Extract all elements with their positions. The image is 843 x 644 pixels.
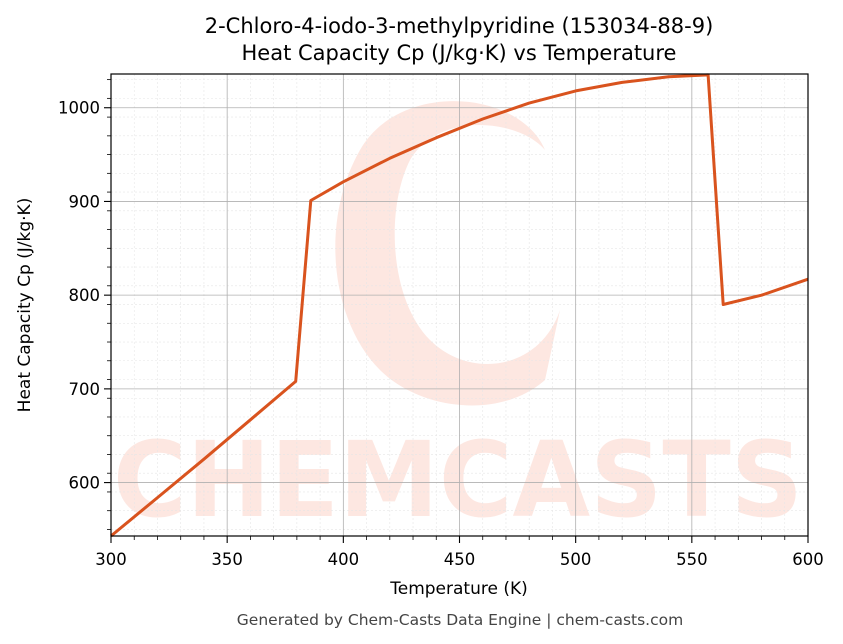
- y-tick-label: 600: [69, 474, 101, 493]
- x-tick-label: 300: [95, 550, 127, 569]
- x-tick-label: 600: [792, 550, 824, 569]
- y-tick-label: 900: [69, 192, 101, 211]
- x-tick-label: 450: [444, 550, 476, 569]
- y-axis-ticks: 600 700 800 900 1000: [58, 79, 111, 530]
- chart-title-line2: Heat Capacity Cp (J/kg·K) vs Temperature: [242, 41, 677, 65]
- series-group: [110, 73, 809, 538]
- footer-credit: Generated by Chem-Casts Data Engine | ch…: [237, 611, 683, 629]
- x-tick-label: 500: [560, 550, 592, 569]
- x-axis-ticks: 300 350 400 450 500 550 600: [95, 536, 824, 569]
- watermark-swirl: [335, 101, 560, 406]
- x-axis-label: Temperature (K): [389, 579, 528, 599]
- x-tick-label: 400: [328, 550, 360, 569]
- watermark-logo: CHEMCASTS: [113, 101, 803, 541]
- watermark-text: CHEMCASTS: [113, 419, 803, 541]
- y-axis-label: Heat Capacity Cp (J/kg·K): [15, 198, 35, 413]
- y-tick-label: 1000: [58, 99, 100, 118]
- series-line: [110, 73, 809, 538]
- chart-title-line1: 2-Chloro-4-iodo-3-methylpyridine (153034…: [205, 14, 714, 38]
- x-tick-label: 550: [676, 550, 708, 569]
- y-tick-label: 800: [69, 286, 101, 305]
- y-tick-label: 700: [69, 380, 101, 399]
- x-tick-label: 350: [211, 550, 243, 569]
